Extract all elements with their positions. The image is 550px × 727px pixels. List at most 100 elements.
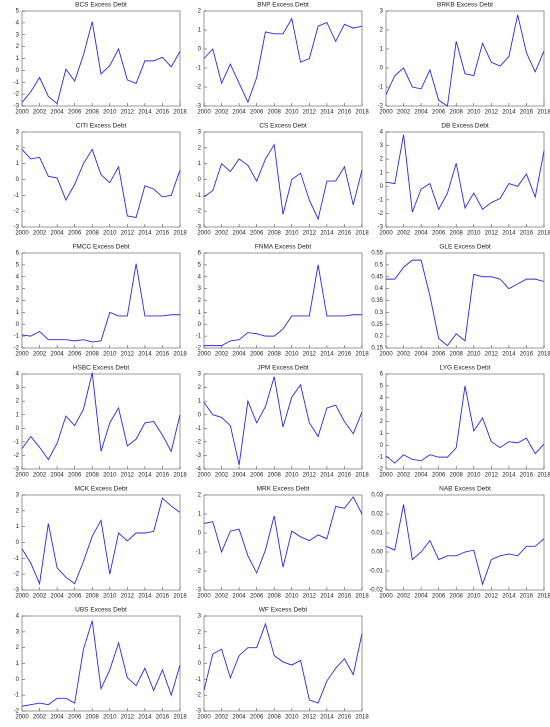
y-tick-label: -3	[196, 104, 202, 110]
x-tick-label: 2014	[320, 594, 334, 600]
y-tick-label: 1	[380, 170, 384, 176]
x-tick-label: 2008	[86, 231, 100, 237]
chart-title: NAB Excess Debt	[439, 486, 491, 493]
y-tick-label: -3	[14, 588, 20, 594]
x-tick-label: 2004	[232, 352, 246, 358]
chart-title: FMCC Excess Debt	[72, 244, 129, 251]
x-tick-label: 2018	[537, 231, 550, 237]
y-tick-label: -0.01	[369, 569, 383, 575]
x-tick-label: 2016	[520, 473, 534, 479]
x-tick-label: 2008	[268, 231, 282, 237]
x-tick-label: 2018	[173, 473, 187, 479]
x-tick-label: 2010	[467, 473, 481, 479]
plot-frame	[385, 494, 545, 591]
x-tick-label: 2012	[121, 110, 135, 116]
chart-title: MRK Excess Debt	[257, 486, 310, 493]
y-tick-label: 2	[198, 629, 202, 635]
y-tick-label: 2	[16, 399, 20, 405]
y-tick-label: 0.15	[371, 346, 383, 352]
y-tick-label: 6	[16, 251, 20, 257]
x-tick-label: 2012	[485, 594, 499, 600]
x-tick-label: 2006	[432, 110, 446, 116]
y-tick-label: 0	[16, 540, 20, 546]
x-tick-label: 2000	[379, 594, 393, 600]
y-tick-label: 0	[16, 68, 20, 74]
x-tick-label: 2008	[86, 594, 100, 600]
chart-title: BNP Excess Debt	[257, 2, 309, 9]
x-tick-label: 2008	[86, 715, 100, 721]
y-tick-label: -1	[14, 439, 20, 445]
y-tick-label: 0.3	[375, 310, 384, 316]
x-tick-label: 2010	[285, 110, 299, 116]
plot-frame	[385, 252, 545, 349]
plot-frame	[203, 615, 363, 712]
y-tick-label: 0	[16, 426, 20, 432]
x-tick-label: 2016	[156, 352, 170, 358]
x-tick-label: 2010	[467, 594, 481, 600]
x-tick-label: 2006	[432, 352, 446, 358]
data-line	[385, 385, 545, 464]
y-tick-label: 4	[16, 274, 20, 280]
y-tick-label: 5	[198, 262, 202, 268]
x-tick-label: 2016	[520, 352, 534, 358]
y-tick-label: 3	[16, 385, 20, 391]
x-tick-label: 2006	[68, 594, 82, 600]
x-tick-label: 2014	[502, 594, 516, 600]
y-tick-label: -3	[378, 225, 384, 231]
x-tick-label: 2016	[520, 110, 534, 116]
y-tick-label: 4	[198, 274, 202, 280]
x-tick-label: 2012	[303, 473, 317, 479]
y-tick-label: 6	[198, 251, 202, 257]
y-tick-label: 2	[198, 493, 202, 499]
x-tick-label: 2010	[285, 473, 299, 479]
y-tick-label: 2	[380, 419, 384, 425]
x-tick-label: 2016	[338, 231, 352, 237]
y-tick-label: -2	[14, 453, 20, 459]
y-tick-label: 1	[16, 161, 20, 167]
plot-frame	[203, 494, 363, 591]
x-tick-label: 2004	[50, 594, 64, 600]
y-tick-label: 3	[16, 130, 20, 136]
x-tick-label: 2006	[250, 110, 264, 116]
x-tick-label: 2006	[250, 594, 264, 600]
data-line	[204, 264, 362, 347]
x-tick-label: 2010	[285, 231, 299, 237]
x-tick-label: 2012	[303, 231, 317, 237]
x-tick-label: 2012	[485, 231, 499, 237]
y-tick-label: 0.4	[375, 286, 384, 292]
y-tick-label: -2	[378, 104, 384, 110]
y-tick-label: 1	[16, 412, 20, 418]
x-tick-label: 2004	[414, 352, 428, 358]
y-tick-label: 0	[198, 177, 202, 183]
y-tick-label: -1	[14, 193, 20, 199]
y-tick-label: -4	[196, 467, 202, 473]
chart-title: WF Excess Debt	[259, 607, 308, 614]
x-tick-label: 2010	[103, 352, 117, 358]
data-line	[385, 504, 545, 586]
x-tick-label: 2012	[303, 715, 317, 721]
x-tick-label: 2002	[215, 594, 229, 600]
y-tick-label: 2	[16, 44, 20, 50]
y-tick-label: -3	[196, 588, 202, 594]
x-tick-label: 2018	[355, 473, 369, 479]
y-tick-label: 0	[16, 677, 20, 683]
data-line	[385, 134, 545, 213]
x-tick-label: 2014	[138, 231, 152, 237]
y-tick-label: 0	[198, 531, 202, 537]
x-tick-label: 2016	[338, 715, 352, 721]
x-tick-label: 2014	[320, 231, 334, 237]
x-tick-label: 2012	[121, 594, 135, 600]
y-tick-label: 0.35	[371, 298, 383, 304]
x-tick-label: 2002	[397, 110, 411, 116]
data-line	[21, 263, 180, 343]
x-tick-label: 2018	[173, 715, 187, 721]
x-tick-label: 2012	[303, 594, 317, 600]
plot-frame	[203, 373, 363, 470]
plot-frame	[203, 252, 363, 349]
y-tick-label: -3	[14, 104, 20, 110]
data-line	[203, 17, 363, 104]
x-tick-label: 2010	[285, 715, 299, 721]
x-tick-label: 2012	[121, 352, 135, 358]
y-tick-label: 1	[198, 28, 202, 34]
data-line	[386, 259, 545, 347]
